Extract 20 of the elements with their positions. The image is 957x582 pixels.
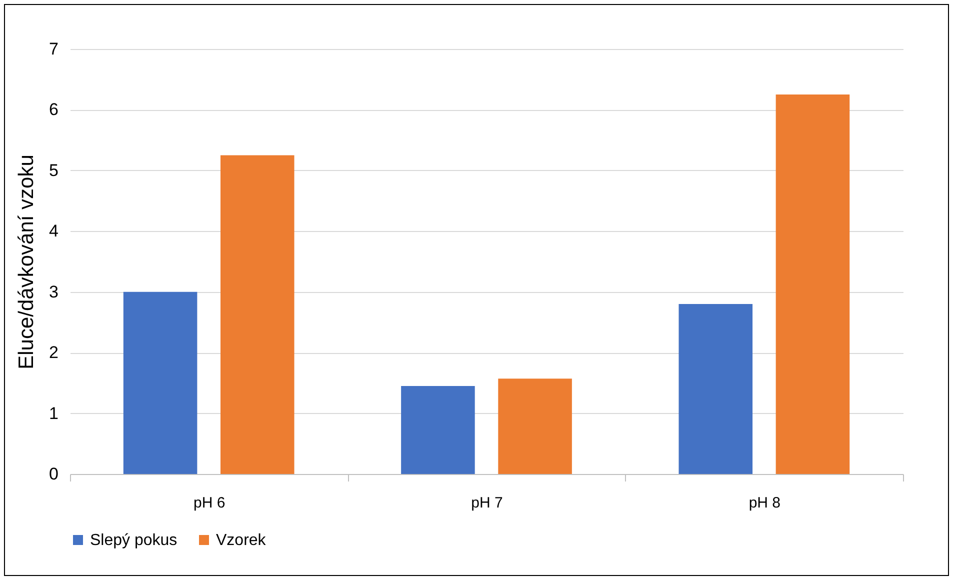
legend-label: Vzorek	[216, 532, 267, 549]
y-tick-label: 7	[49, 40, 58, 58]
y-tick-label: 0	[49, 464, 58, 484]
bar	[678, 304, 753, 474]
y-tick-label: 4	[49, 222, 58, 241]
legend-label: Slepý pokus	[90, 532, 178, 549]
bar	[220, 155, 294, 474]
bar	[498, 378, 572, 474]
x-tick-label: pH 6	[193, 494, 226, 512]
y-tick-label: 5	[49, 160, 58, 180]
bar	[401, 386, 475, 474]
y-tick-label: 2	[49, 343, 58, 362]
y-tick-label: 6	[49, 100, 58, 120]
x-tick-label: pH 7	[471, 494, 503, 512]
x-tick-label: pH 8	[748, 494, 781, 512]
y-axis-title: Eluce/dávkování vzoku	[15, 154, 38, 370]
y-tick-label: 3	[49, 282, 58, 302]
bar	[123, 292, 198, 474]
bar	[776, 94, 850, 474]
y-tick-label: 1	[49, 404, 58, 423]
